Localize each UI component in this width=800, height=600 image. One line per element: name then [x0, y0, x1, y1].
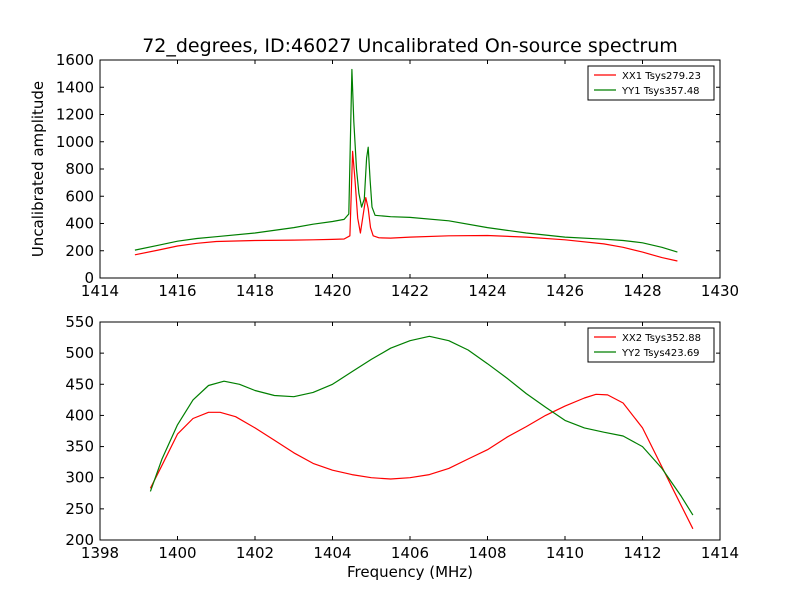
y-tick-label: 200	[65, 531, 94, 549]
legend-box	[587, 65, 715, 101]
x-tick-label: 1430	[701, 282, 739, 300]
top-panel: 1414 1416 1418 1420 1422 1424 1426 1428 1430 0 200…	[29, 51, 739, 300]
y-tick-label: 550	[65, 313, 94, 331]
series-line-yy2	[149, 335, 694, 516]
series-line-xx1	[134, 150, 678, 262]
x-tick-label: 1414	[701, 544, 739, 562]
x-tick-label: 1418	[236, 282, 274, 300]
x-tick-label: 1406	[391, 544, 429, 562]
x-tick-label: 1416	[158, 282, 196, 300]
series-line-yy1	[134, 68, 678, 253]
legend-label: XX2 Tsys352.88	[622, 333, 701, 344]
y-tick-label: 1000	[56, 133, 94, 151]
bottom-panel: 1398 1400 1402 1404 1406 1408 1410 1412 1414 200 2…	[65, 313, 739, 581]
y-tick-label: 0	[84, 269, 94, 287]
legend-label: YY2 Tsys423.69	[621, 348, 700, 359]
legend-box	[587, 327, 715, 363]
y-axis-label: Uncalibrated amplitude	[29, 81, 47, 257]
y-tick-label: 300	[65, 469, 94, 487]
legend: XX2 Tsys352.88 YY2 Tsys423.69	[587, 327, 715, 363]
x-tick-label: 1398	[81, 544, 119, 562]
y-tick-label: 400	[65, 406, 94, 424]
y-tick-label: 1400	[56, 78, 94, 96]
x-tick-label: 1426	[546, 282, 584, 300]
y-tick-label: 800	[65, 160, 94, 178]
y-tick-label: 1200	[56, 106, 94, 124]
x-tick-label: 1404	[313, 544, 351, 562]
x-tick-label: 1400	[158, 544, 196, 562]
x-tick-label: 1412	[623, 544, 661, 562]
y-tick-label: 200	[65, 242, 94, 260]
x-tick-label: 1414	[81, 282, 119, 300]
y-tick-label: 600	[65, 187, 94, 205]
y-tick-label: 450	[65, 375, 94, 393]
x-tick-label: 1424	[468, 282, 506, 300]
y-tick-label: 350	[65, 438, 94, 456]
x-tick-label: 1410	[546, 544, 584, 562]
y-tick-label: 1600	[56, 51, 94, 69]
legend: XX1 Tsys279.23 YY1 Tsys357.48	[587, 65, 715, 101]
series-line-xx2	[149, 393, 694, 530]
y-tick-label: 250	[65, 500, 94, 518]
y-tick-label: 500	[65, 344, 94, 362]
x-tick-label: 1420	[313, 282, 351, 300]
x-tick-label: 1402	[236, 544, 274, 562]
x-tick-label: 1428	[623, 282, 661, 300]
x-tick-label: 1422	[391, 282, 429, 300]
x-axis-label: Frequency (MHz)	[347, 563, 473, 581]
x-tick-label: 1408	[468, 544, 506, 562]
legend-label: YY1 Tsys357.48	[621, 86, 700, 97]
legend-label: XX1 Tsys279.23	[622, 71, 701, 82]
y-tick-label: 400	[65, 215, 94, 233]
chart-title: 72_degrees, ID:46027 Uncalibrated On-sou…	[142, 35, 678, 57]
